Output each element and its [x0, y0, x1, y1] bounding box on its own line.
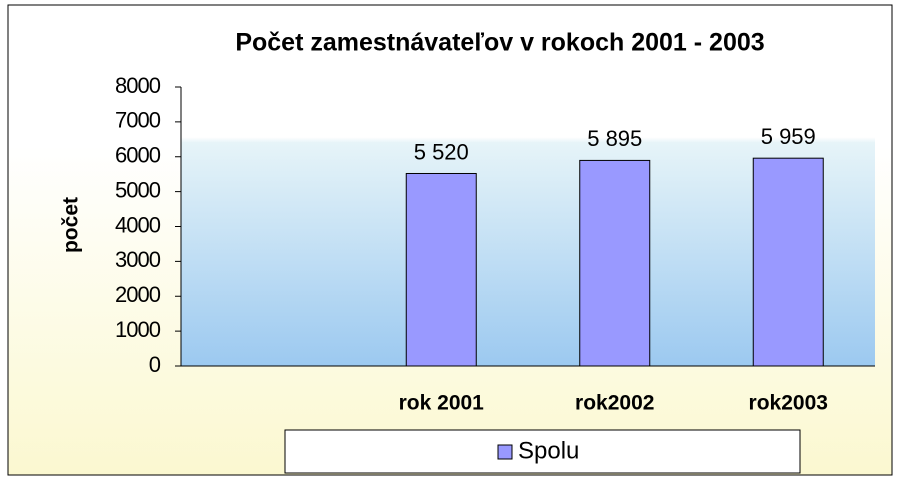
legend: [284, 429, 801, 474]
y-tick-label: 0: [149, 352, 161, 377]
bar: [579, 159, 651, 367]
y-tick-label: 3000: [115, 247, 161, 272]
bar: [405, 172, 477, 367]
y-tick-label: 4000: [115, 212, 161, 237]
y-tick-label: 5000: [115, 177, 161, 202]
y-axis-label: počet: [60, 197, 83, 253]
x-tick-label: rok2003: [749, 392, 828, 415]
y-tick-label: 7000: [115, 108, 161, 133]
data-label: 5 959: [761, 124, 816, 149]
y-tick-label: 2000: [115, 282, 161, 307]
data-label: 5 895: [587, 126, 642, 151]
y-tick-label: 1000: [115, 317, 161, 342]
data-label: 5 520: [414, 139, 469, 164]
x-tick-label: rok 2001: [399, 392, 485, 415]
y-tick-label: 8000: [115, 73, 161, 98]
chart-title: Počet zamestnávateľov v rokoch 2001 - 20…: [235, 29, 764, 57]
y-tick-label: 6000: [115, 143, 161, 168]
legend-swatch: [497, 444, 513, 460]
legend-label: Spolu: [518, 437, 579, 464]
x-tick-label: rok2002: [575, 392, 654, 415]
bar: [752, 157, 824, 367]
